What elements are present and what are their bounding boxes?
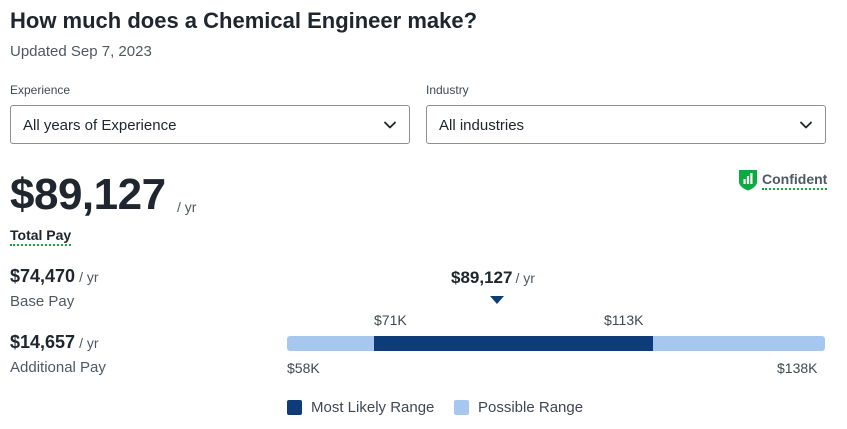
legend-most-likely: Most Likely Range bbox=[287, 399, 434, 416]
possible-legend-label: Possible Range bbox=[478, 399, 584, 416]
possible-swatch bbox=[454, 400, 469, 415]
possible-low-label: $58K bbox=[287, 360, 320, 376]
most-likely-range-bar bbox=[374, 336, 653, 351]
experience-select-value: All years of Experience bbox=[23, 117, 177, 134]
chevron-down-icon bbox=[384, 121, 396, 129]
likely-high-label: $113K bbox=[604, 312, 644, 328]
base-pay-amount: $74,470/ yr bbox=[10, 266, 99, 287]
most-likely-legend-label: Most Likely Range bbox=[311, 399, 435, 416]
experience-filter-label: Experience bbox=[10, 83, 71, 97]
base-pay-value: $74,470 bbox=[10, 266, 76, 286]
additional-pay-label: Additional Pay bbox=[10, 359, 106, 376]
confidence-shield-icon bbox=[739, 170, 757, 191]
base-pay-label: Base Pay bbox=[10, 293, 75, 310]
total-pay-unit: / yr bbox=[177, 199, 197, 215]
median-pay-label: $89,127/ yr bbox=[451, 268, 535, 288]
page-title: How much does a Chemical Engineer make? bbox=[10, 8, 478, 33]
confidence-label: Confident bbox=[762, 171, 828, 190]
total-pay-label[interactable]: Total Pay bbox=[10, 227, 72, 246]
industry-select-value: All industries bbox=[439, 117, 525, 134]
legend-possible: Possible Range bbox=[454, 399, 583, 416]
most-likely-swatch bbox=[287, 400, 302, 415]
median-pay-unit: / yr bbox=[515, 270, 535, 286]
industry-select[interactable]: All industries bbox=[426, 105, 826, 144]
median-pay-value: $89,127 bbox=[451, 268, 513, 287]
updated-date: Updated Sep 7, 2023 bbox=[10, 43, 152, 60]
possible-high-label: $138K bbox=[777, 360, 818, 376]
additional-pay-value: $14,657 bbox=[10, 332, 76, 352]
industry-filter-label: Industry bbox=[426, 83, 469, 97]
experience-select[interactable]: All years of Experience bbox=[10, 105, 410, 144]
additional-pay-amount: $14,657/ yr bbox=[10, 332, 99, 353]
confidence-indicator[interactable]: Confident bbox=[738, 169, 828, 191]
median-marker-icon bbox=[490, 296, 504, 304]
likely-low-label: $71K bbox=[374, 312, 407, 328]
base-pay-unit: / yr bbox=[79, 269, 99, 285]
total-pay-amount: $89,127 bbox=[10, 170, 166, 219]
chevron-down-icon bbox=[800, 121, 812, 129]
additional-pay-unit: / yr bbox=[79, 335, 99, 351]
